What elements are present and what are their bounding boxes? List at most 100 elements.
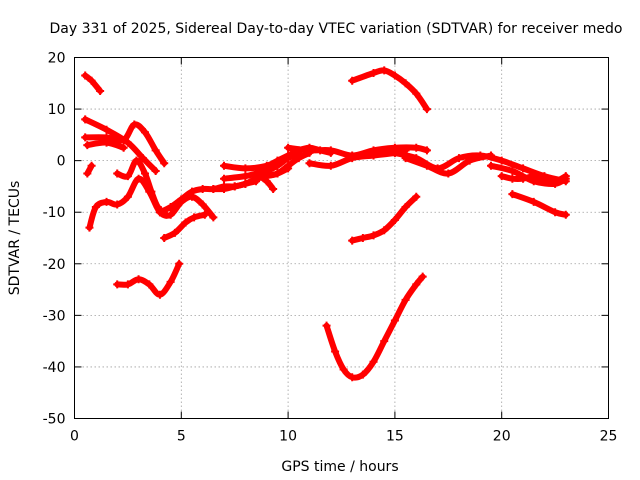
- data-point: [160, 234, 169, 242]
- data-point: [412, 89, 421, 98]
- data-point: [508, 166, 517, 175]
- data-point: [91, 203, 100, 212]
- data-point: [166, 203, 175, 212]
- data-point: [132, 156, 141, 165]
- y-tick-label: -20: [43, 257, 66, 273]
- data-point: [331, 347, 340, 356]
- data-point: [119, 136, 128, 145]
- data-point: [140, 128, 149, 137]
- data-point: [487, 151, 496, 160]
- data-point: [412, 192, 421, 201]
- data-point: [102, 125, 111, 134]
- data-point: [284, 154, 293, 163]
- data-point: [269, 185, 278, 194]
- data-point: [390, 316, 399, 325]
- data-point: [508, 190, 517, 199]
- data-point: [273, 169, 282, 178]
- data-point: [166, 277, 175, 286]
- series-group: [81, 66, 570, 382]
- data-point: [81, 115, 90, 124]
- data-point: [305, 146, 314, 155]
- data-point: [83, 141, 92, 150]
- x-axis-label: GPS time / hours: [281, 459, 398, 475]
- y-tick-label: 0: [57, 154, 66, 170]
- data-point: [358, 234, 367, 242]
- data-point: [454, 154, 463, 163]
- data-point: [220, 185, 229, 194]
- data-point: [390, 215, 399, 224]
- data-point: [160, 159, 169, 168]
- data-point: [181, 218, 190, 227]
- data-point: [380, 337, 389, 346]
- data-point: [187, 187, 196, 196]
- data-point: [284, 143, 293, 152]
- data-point: [81, 133, 90, 142]
- data-point: [96, 87, 105, 96]
- data-point: [561, 210, 570, 219]
- data-point: [123, 280, 132, 289]
- data-point: [138, 154, 147, 163]
- data-point: [220, 161, 229, 170]
- data-point: [119, 143, 128, 152]
- x-tick-label: 0: [70, 429, 79, 445]
- data-point: [412, 143, 421, 152]
- chart-title: Day 331 of 2025, Sidereal Day-to-day VTE…: [50, 21, 623, 37]
- data-point: [380, 226, 389, 235]
- data-point: [151, 146, 160, 155]
- data-point: [81, 71, 90, 80]
- data-point: [369, 357, 378, 366]
- x-tick-label: 5: [177, 429, 186, 445]
- data-point: [147, 187, 156, 196]
- data-point: [177, 195, 186, 204]
- x-tick-label: 15: [386, 429, 404, 445]
- series-arc-25: [509, 191, 569, 218]
- data-point: [390, 148, 399, 157]
- data-point: [551, 179, 560, 188]
- data-point: [209, 185, 218, 194]
- data-point: [209, 213, 218, 222]
- data-point: [348, 154, 357, 163]
- data-point: [113, 200, 122, 209]
- data-point: [326, 146, 335, 155]
- y-tick-label: 10: [48, 102, 66, 118]
- data-point: [305, 159, 314, 168]
- data-point: [561, 174, 570, 183]
- data-point: [369, 231, 378, 240]
- data-point: [262, 177, 271, 186]
- data-point: [487, 161, 496, 170]
- data-point: [412, 280, 421, 289]
- data-point: [529, 197, 538, 206]
- data-point: [422, 161, 431, 170]
- data-point: [145, 280, 154, 289]
- data-point: [369, 68, 378, 77]
- data-point: [252, 169, 261, 178]
- data-point: [175, 259, 184, 268]
- plot-frame: [74, 57, 609, 419]
- x-tick-label: 25: [600, 429, 618, 445]
- data-point: [85, 223, 94, 232]
- data-point: [390, 71, 399, 80]
- data-point: [87, 161, 96, 170]
- x-tick-label: 10: [279, 429, 297, 445]
- data-point: [294, 154, 303, 163]
- x-tick-label: 20: [493, 429, 511, 445]
- data-point: [422, 146, 431, 155]
- data-point: [339, 365, 348, 374]
- data-point: [358, 370, 367, 379]
- axes: 0 5 10 15 20 25 20 10 0 -10 -20 -30 -40 -50: [43, 51, 618, 445]
- data-point: [113, 169, 122, 178]
- data-point: [220, 174, 229, 183]
- data-point: [497, 172, 506, 181]
- y-axis-label: SDTVAR / TECUs: [7, 181, 23, 296]
- y-tick-label: 20: [48, 51, 66, 67]
- data-point: [497, 156, 506, 165]
- data-point: [155, 208, 164, 217]
- data-point: [401, 154, 410, 163]
- data-point: [241, 179, 250, 188]
- data-point: [113, 280, 122, 289]
- data-point: [348, 76, 357, 85]
- data-point: [519, 164, 528, 173]
- series-arc-1: [82, 72, 104, 95]
- data-point: [241, 164, 250, 173]
- data-point: [87, 76, 96, 85]
